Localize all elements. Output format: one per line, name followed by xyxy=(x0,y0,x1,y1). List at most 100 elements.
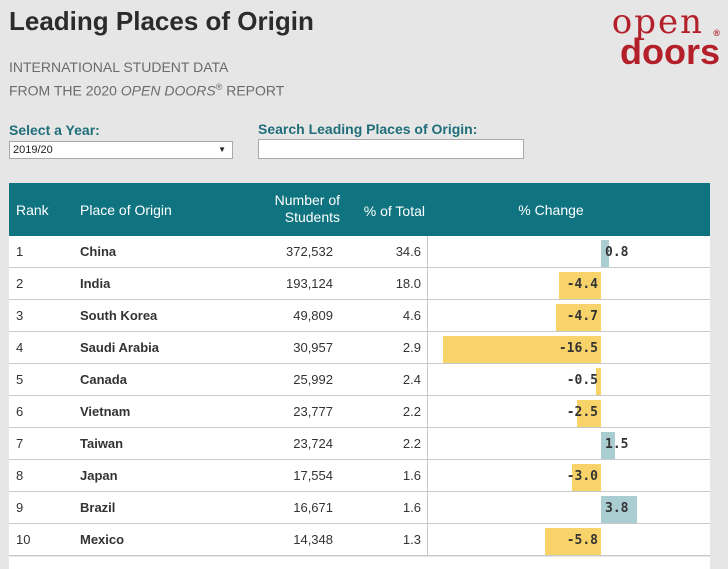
table-header: Rank Place of Origin Number of Students … xyxy=(9,183,710,236)
row-pct: 1.3 xyxy=(402,532,421,547)
column-divider xyxy=(427,524,428,555)
row-number: 49,809 xyxy=(293,308,333,323)
header-change[interactable]: % Change xyxy=(518,202,584,218)
row-rank: 5 xyxy=(16,372,24,387)
row-place: Saudi Arabia xyxy=(80,340,159,355)
row-number: 372,532 xyxy=(286,244,333,259)
table-row[interactable]: 1 China 372,532 34.6 0.8 xyxy=(9,236,710,268)
row-rank: 3 xyxy=(16,308,24,323)
chevron-down-icon: ▼ xyxy=(218,145,226,154)
column-divider xyxy=(427,428,428,459)
subtitle-line-1: INTERNATIONAL STUDENT DATA xyxy=(9,59,229,75)
column-divider xyxy=(427,396,428,427)
row-pct: 4.6 xyxy=(402,308,421,323)
subtitle-reg: ® xyxy=(215,82,223,92)
change-bar xyxy=(442,336,601,363)
table-row[interactable]: 4 Saudi Arabia 30,957 2.9 -16.5 xyxy=(9,332,710,364)
change-label: -16.5 xyxy=(558,341,598,356)
table-row[interactable]: 3 South Korea 49,809 4.6 -4.7 xyxy=(9,300,710,332)
table-row[interactable]: 5 Canada 25,992 2.4 -0.5 xyxy=(9,364,710,396)
row-number: 30,957 xyxy=(293,340,333,355)
header-place[interactable]: Place of Origin xyxy=(80,202,172,218)
year-select-value: 2019/20 xyxy=(13,144,53,156)
header-number[interactable]: Number of Students xyxy=(249,192,340,226)
row-rank: 1 xyxy=(16,244,24,259)
table-row[interactable]: 10 Mexico 14,348 1.3 -5.8 xyxy=(9,524,710,556)
row-number: 17,554 xyxy=(293,468,333,483)
header-number-line-1: Number of xyxy=(274,192,340,208)
row-pct: 1.6 xyxy=(402,468,421,483)
row-place: Vietnam xyxy=(80,404,131,419)
row-number: 16,671 xyxy=(293,500,333,515)
column-divider xyxy=(427,492,428,523)
subtitle-suffix: REPORT xyxy=(222,82,285,99)
row-pct: 18.0 xyxy=(395,276,421,291)
logo-doors-text: doors xyxy=(619,31,720,72)
column-divider xyxy=(427,332,428,363)
row-rank: 10 xyxy=(16,532,31,547)
row-rank: 6 xyxy=(16,404,24,419)
row-place: China xyxy=(80,244,117,259)
column-divider xyxy=(427,460,428,491)
table-row[interactable]: 6 Vietnam 23,777 2.2 -2.5 xyxy=(9,396,710,428)
row-rank: 4 xyxy=(16,340,24,355)
row-rank: 8 xyxy=(16,468,24,483)
subtitle-prefix: FROM THE 2020 xyxy=(9,82,121,99)
change-bar xyxy=(601,240,609,267)
header-pct[interactable]: % of Total xyxy=(363,203,425,219)
change-bar xyxy=(545,528,601,555)
change-label: -4.7 xyxy=(566,309,598,324)
change-bar xyxy=(577,400,601,427)
column-divider xyxy=(427,236,428,267)
change-bar xyxy=(555,304,601,331)
year-select[interactable]: 2019/20 ▼ xyxy=(9,141,233,159)
change-label: 0.8 xyxy=(605,245,629,260)
row-place: Brazil xyxy=(80,500,116,515)
row-number: 25,992 xyxy=(293,372,333,387)
change-bar xyxy=(601,496,638,523)
change-label: -0.5 xyxy=(566,373,598,388)
row-place: Japan xyxy=(80,468,118,483)
row-place: Canada xyxy=(80,372,127,387)
row-place: Mexico xyxy=(80,532,125,547)
change-label: 3.8 xyxy=(605,501,629,516)
change-bar xyxy=(558,272,601,299)
column-divider xyxy=(427,268,428,299)
row-pct: 2.9 xyxy=(402,340,421,355)
row-pct: 2.4 xyxy=(402,372,421,387)
header-number-line-2: Students xyxy=(284,209,340,225)
change-label: -2.5 xyxy=(566,405,598,420)
table-row[interactable]: 7 Taiwan 23,724 2.2 1.5 xyxy=(9,428,710,460)
change-label: -3.0 xyxy=(566,469,598,484)
change-bar xyxy=(596,368,601,395)
header-rank[interactable]: Rank xyxy=(16,202,49,218)
column-divider xyxy=(427,300,428,331)
row-pct: 34.6 xyxy=(395,244,421,259)
row-rank: 9 xyxy=(16,500,24,515)
row-number: 193,124 xyxy=(286,276,333,291)
row-number: 23,777 xyxy=(293,404,333,419)
change-label: -4.4 xyxy=(566,277,598,292)
logo-open-text: open xyxy=(611,2,704,42)
row-place: Taiwan xyxy=(80,436,124,451)
row-rank: 7 xyxy=(16,436,24,451)
change-bar xyxy=(572,464,601,491)
page-title: Leading Places of Origin xyxy=(9,6,314,36)
table-row-partial xyxy=(9,557,710,569)
search-label: Search Leading Places of Origin: xyxy=(258,121,478,137)
logo-registered-mark: ® xyxy=(713,28,720,38)
table-row[interactable]: 2 India 193,124 18.0 -4.4 xyxy=(9,268,710,300)
column-divider xyxy=(427,364,428,395)
row-place: India xyxy=(80,276,111,291)
subtitle-line-2: FROM THE 2020 OPEN DOORS® REPORT xyxy=(9,77,284,101)
scrollbar[interactable] xyxy=(710,236,728,569)
table-row[interactable]: 8 Japan 17,554 1.6 -3.0 xyxy=(9,460,710,492)
row-rank: 2 xyxy=(16,276,24,291)
page-subtitle: INTERNATIONAL STUDENT DATA FROM THE 2020… xyxy=(9,57,284,101)
row-number: 14,348 xyxy=(293,532,333,547)
change-label: 1.5 xyxy=(605,437,629,452)
search-input[interactable] xyxy=(258,139,524,159)
table-body: 1 China 372,532 34.6 0.8 2 India 193,124 18.0 -4.… xyxy=(9,236,710,556)
table-row[interactable]: 9 Brazil 16,671 1.6 3.8 xyxy=(9,492,710,524)
row-pct: 2.2 xyxy=(402,436,421,451)
